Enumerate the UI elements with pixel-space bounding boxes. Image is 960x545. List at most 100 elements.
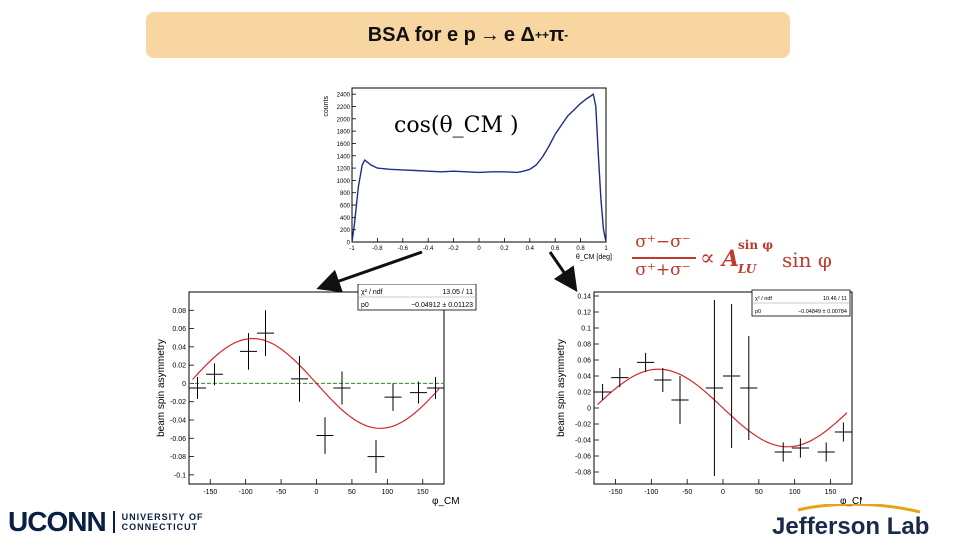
title-mid: e Δ <box>503 23 535 46</box>
x-tick-label: 0.8 <box>576 246 585 252</box>
formula-A-sub: LU <box>738 262 757 276</box>
jlab-wordmark: Jefferson Lab <box>772 513 929 540</box>
formula-prop: ∝ <box>700 246 715 271</box>
cos-theta-histogram: 0 200 400 600 800 1000 1200 1400 1600 1800 2000 220… <box>323 87 612 261</box>
fraction-bar <box>632 257 696 259</box>
x-tick-label: 0.6 <box>551 246 560 252</box>
y-tick-label: 0.08 <box>577 342 591 349</box>
y-tick-label: 1400 <box>337 154 351 160</box>
y-tick-label: 1000 <box>337 179 351 185</box>
formula-rhs: sin φ <box>782 248 832 272</box>
formula-denominator: σ⁺+σ⁻ <box>635 260 691 280</box>
y-tick-label: 0 <box>182 381 186 388</box>
uconn-logo: UCONN UNIVERSITY OF CONNECTICUT <box>8 506 204 538</box>
y-tick-label: 2400 <box>337 93 351 99</box>
arrow-right <box>548 251 578 292</box>
y-tick-label: 0.04 <box>172 344 186 351</box>
y-tick-label: -0.06 <box>170 436 186 443</box>
y-tick-label: 0.14 <box>577 294 591 301</box>
y-tick-label: 1600 <box>337 142 351 148</box>
x-axis-label: θ_CM [deg] <box>576 254 612 261</box>
y-tick-label: 0.08 <box>172 308 186 315</box>
y-tick-label: 1200 <box>337 167 351 173</box>
y-tick-label: -0.02 <box>170 399 186 406</box>
y-tick-label: -0.02 <box>575 422 591 429</box>
x-tick-label: 0.2 <box>500 246 509 252</box>
title-sup1: ++ <box>534 28 549 42</box>
y-tick-label: 0.06 <box>577 358 591 365</box>
y-tick-label: -0.08 <box>575 470 591 477</box>
y-tick-label: 0.02 <box>577 390 591 397</box>
stats-value-chi2: 10.46 / 11 <box>823 296 847 302</box>
stats-value-p0: −0.04849 ± 0.00784 <box>798 309 847 315</box>
x-tick-label: -0.6 <box>398 246 409 252</box>
formula-A-sup: sin φ <box>738 238 774 252</box>
x-tick-label: -50 <box>276 489 286 496</box>
y-tick-label: 0.02 <box>172 363 186 370</box>
y-tick-label: -0.04 <box>170 418 186 425</box>
histogram-line <box>351 92 607 243</box>
y-tick-label: -0.04 <box>575 438 591 445</box>
x-tick-label: 1 <box>604 246 608 252</box>
y-tick-label: 0.04 <box>577 374 591 381</box>
y-tick-label: 2200 <box>337 105 351 111</box>
y-tick-label: 600 <box>340 204 351 210</box>
x-tick-label: 150 <box>825 489 837 496</box>
x-axis-label: φ_CM <box>840 496 862 507</box>
stats-label-chi2: χ² / ndf <box>755 296 772 302</box>
x-tick-label: -50 <box>682 489 692 496</box>
y-tick-label: 800 <box>340 191 351 197</box>
x-axis-label: φ_CM <box>432 496 460 507</box>
y-tick-label: 1800 <box>337 130 351 136</box>
stats-label-p0: p0 <box>361 302 369 309</box>
y-axis-label: counts <box>323 96 330 117</box>
y-tick-label: -0.1 <box>174 472 186 479</box>
stats-label-chi2: χ² / ndf <box>361 289 383 296</box>
uconn-wordmark: UCONN <box>8 506 107 537</box>
y-tick-label: 0.06 <box>172 326 186 333</box>
formula-A: A <box>722 246 740 272</box>
logo-divider <box>112 511 115 533</box>
x-tick-label: 0 <box>477 246 481 252</box>
uconn-subtitle: UNIVERSITY OF CONNECTICUT <box>122 512 204 532</box>
x-tick-label: -0.2 <box>448 246 459 252</box>
y-tick-label: 0 <box>587 406 591 413</box>
x-tick-label: -0.8 <box>372 246 383 252</box>
y-axis-label: beam spin asymmetry <box>556 339 567 437</box>
x-tick-label: 0.4 <box>526 246 535 252</box>
x-tick-label: 50 <box>348 489 356 496</box>
formula-numerator: σ⁺−σ⁻ <box>635 232 691 252</box>
x-tick-label: -0.4 <box>423 246 434 252</box>
uconn-line2: CONNECTICUT <box>121 522 199 532</box>
stats-value-chi2: 13.05 / 11 <box>442 289 473 296</box>
jlab-swoosh-icon: Jefferson Lab <box>772 502 929 540</box>
x-tick-label: 0 <box>315 489 319 496</box>
bsa-formula: σ⁺−σ⁻ σ⁺+σ⁻ ∝ A sin φ LU sin φ <box>630 232 850 288</box>
y-tick-label: -0.06 <box>575 454 591 461</box>
bsa-plot-left: 0.08 0.06 0.04 0.02 0 -0.02 -0.04 -0.06 -0.08 -0.… <box>156 284 477 507</box>
slide-title: BSA for e p → e Δ ++ π- <box>146 12 790 58</box>
plot-frame <box>351 87 607 243</box>
y-tick-label: 0 <box>347 241 351 247</box>
plot-frame <box>188 291 445 485</box>
x-tick-label: -1 <box>349 246 355 252</box>
title-prefix: BSA for e p <box>367 23 476 46</box>
stats-value-p0: −0.04912 ± 0.01123 <box>411 302 473 309</box>
title-pi: π <box>548 23 565 46</box>
x-tick-label: -150 <box>608 489 622 496</box>
x-tick-label: -100 <box>644 489 658 496</box>
fit-curve <box>192 337 440 429</box>
fit-curve <box>597 368 848 448</box>
x-tick-label: 50 <box>755 489 763 496</box>
y-tick-label: 0.1 <box>581 326 591 333</box>
y-tick-label: -0.08 <box>170 454 186 461</box>
x-tick-label: -150 <box>203 489 217 496</box>
bsa-plot-right: 0.14 0.12 0.1 0.08 0.06 0.04 0.02 0 -0.02 -0.04 -0… <box>556 289 862 507</box>
arrow-left <box>316 250 423 293</box>
stats-label-p0: p0 <box>755 309 761 315</box>
jefferson-lab-logo: Jefferson Lab <box>770 502 955 540</box>
y-axis-label: beam spin asymmetry <box>156 339 167 437</box>
uconn-line1: UNIVERSITY OF <box>121 512 204 522</box>
y-tick-label: 2000 <box>337 117 351 123</box>
title-sup2: - <box>564 28 569 42</box>
